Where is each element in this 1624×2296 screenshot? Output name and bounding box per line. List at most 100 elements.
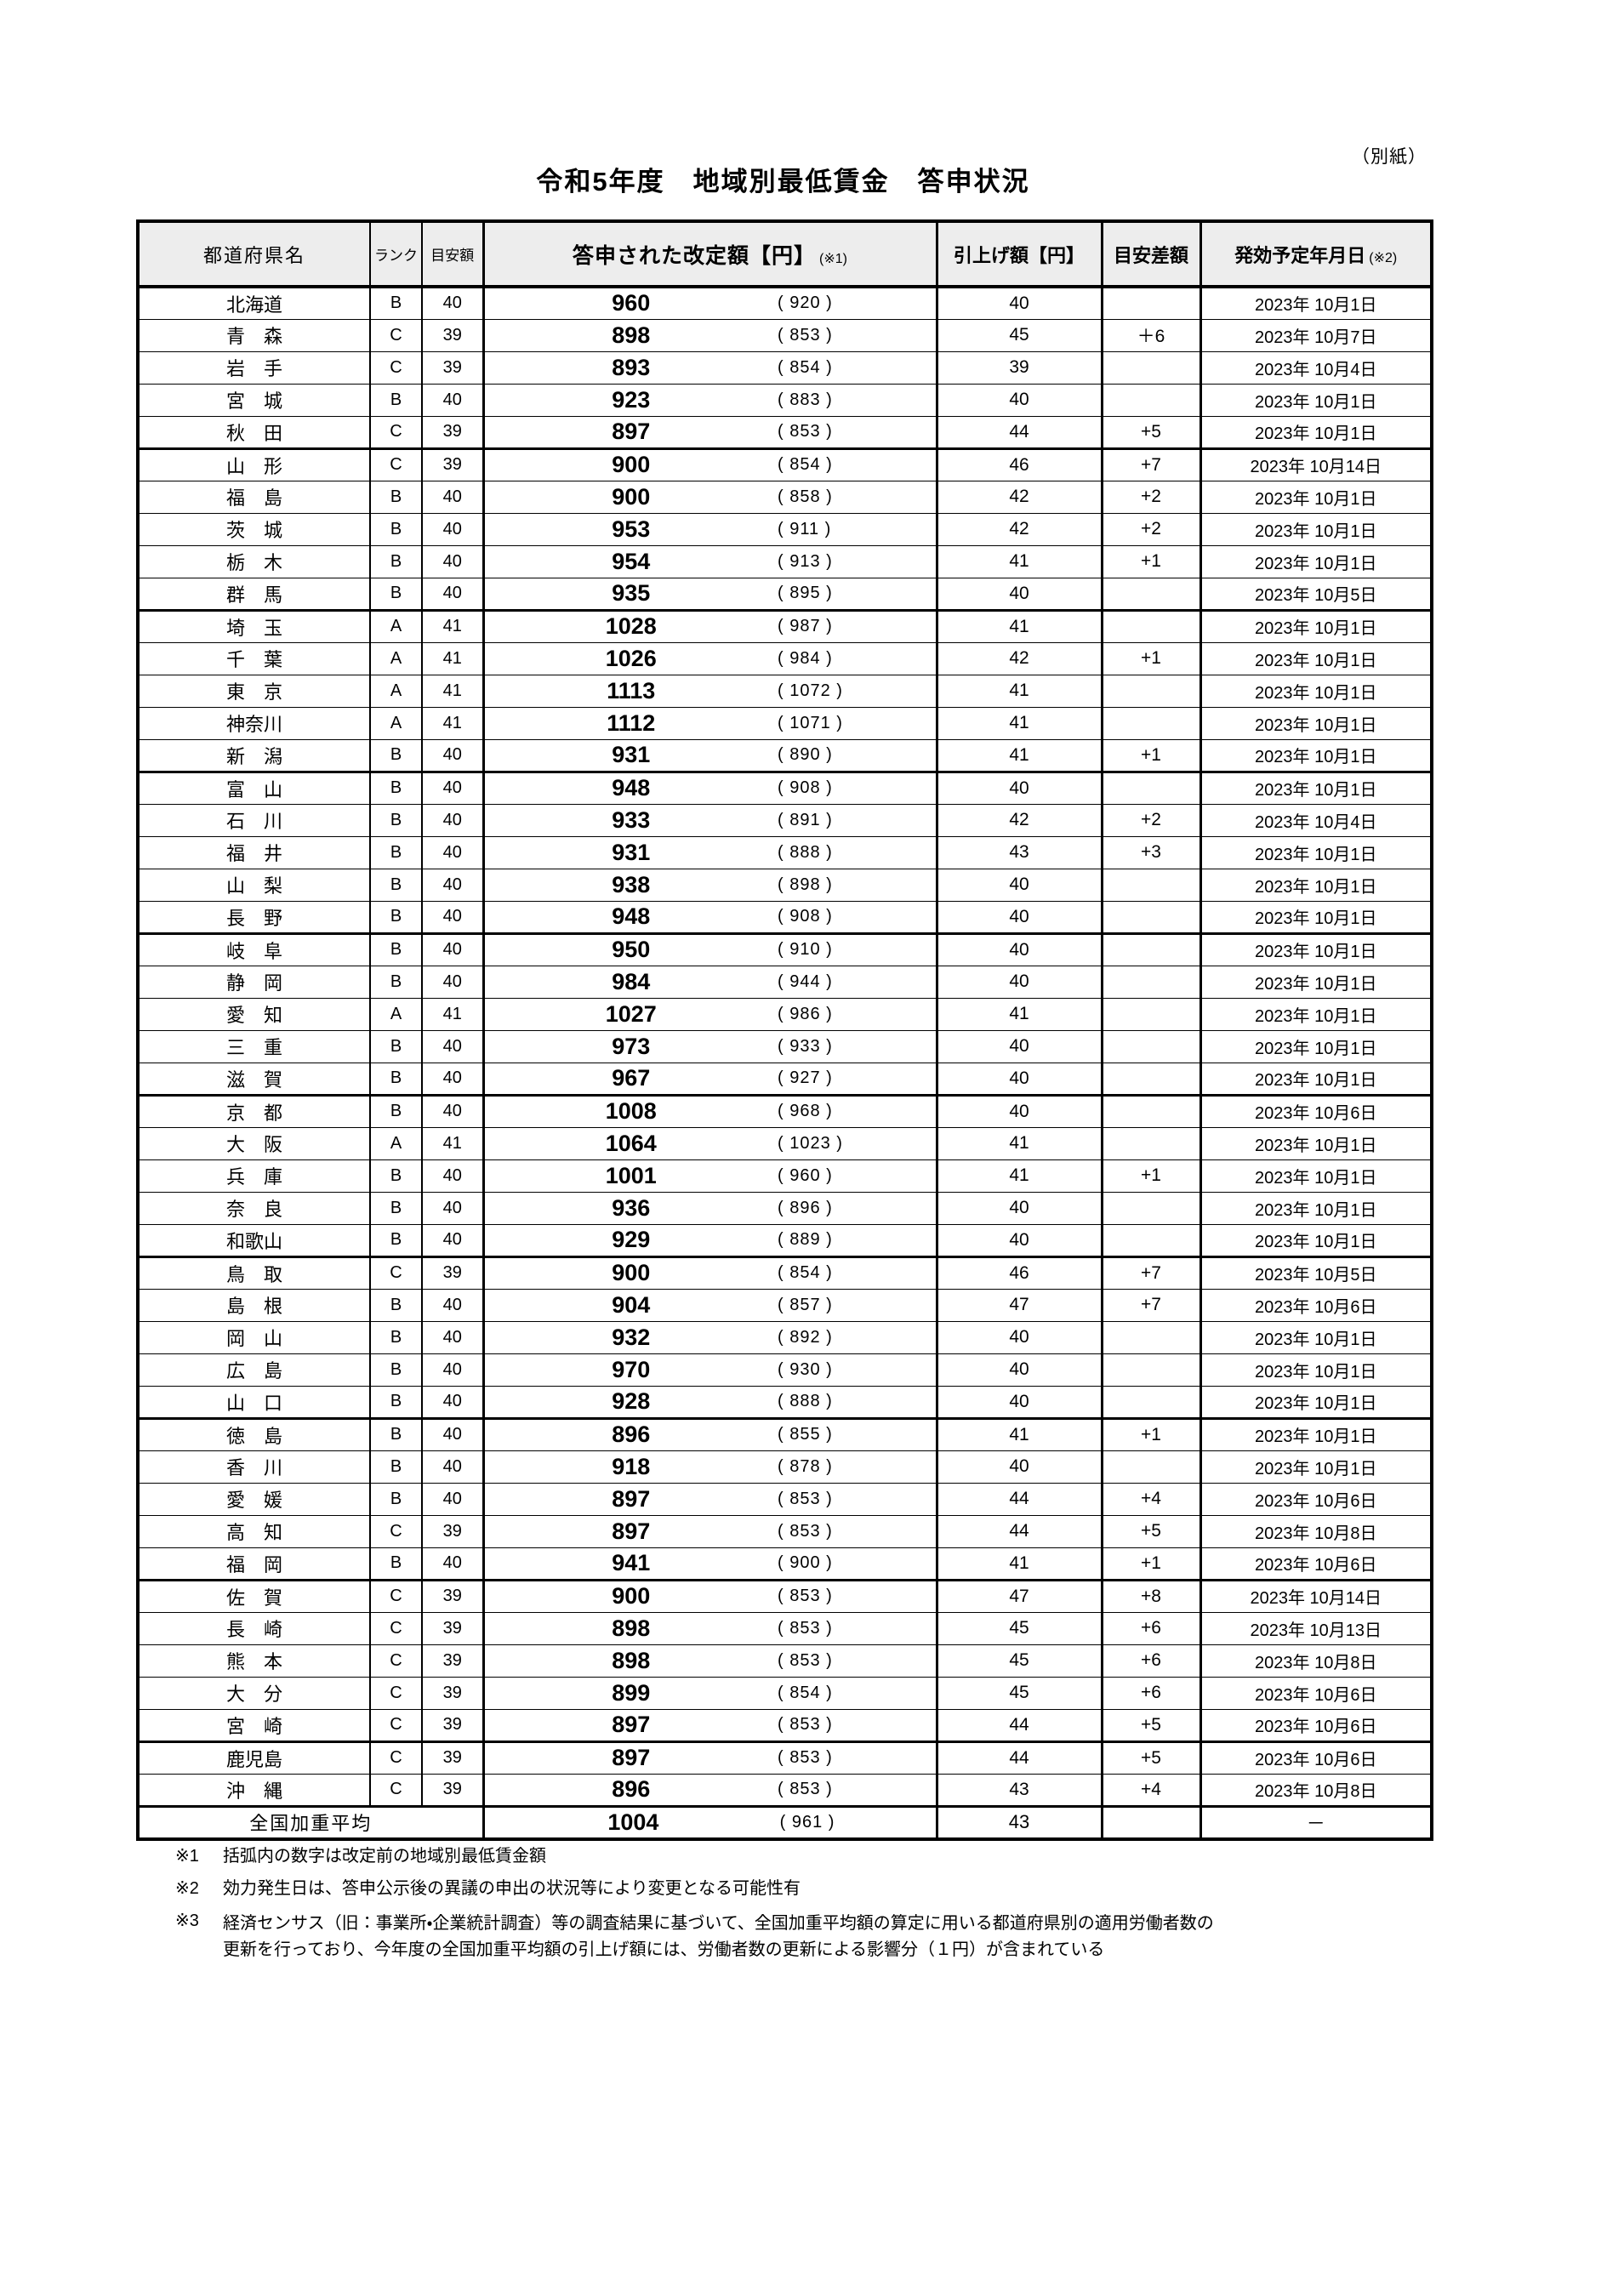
revised-amount: 904 (612, 1291, 651, 1318)
table-row: 新 潟 B 40 931 ( 890 ) 41 +1 2023年 10月1日 (138, 739, 1432, 773)
effective-date-cell: 2023年 10月8日 (1199, 1515, 1432, 1548)
revised-amount: 933 (612, 806, 651, 833)
guideline-amount-cell: 40 (421, 1063, 483, 1097)
revised-amount: 938 (612, 871, 651, 897)
effective-date-cell: 2023年 10月6日 (1199, 1547, 1432, 1581)
revised-amount-cell: 898 ( 853 ) (482, 1612, 937, 1645)
national-average-label: 全国加重平均 (138, 1804, 483, 1839)
previous-amount: ( 920 ) (778, 293, 833, 313)
increase-amount-cell: 44 (935, 416, 1102, 450)
revised-amount-cell: 936 ( 896 ) (482, 1192, 937, 1225)
table-row: 和歌山 B 40 929 ( 889 ) 40 2023年 10月1日 (138, 1224, 1432, 1258)
increase-amount-cell: 40 (935, 1063, 1102, 1097)
guideline-diff-cell: +1 (1100, 739, 1200, 773)
effective-date-cell: 2023年 10月14日 (1199, 1580, 1432, 1613)
table-row: 鳥 取 C 39 900 ( 854 ) 46 +7 2023年 10月5日 (138, 1256, 1432, 1290)
table-row: 福 井 B 40 931 ( 888 ) 43 +3 2023年 10月1日 (138, 836, 1432, 869)
increase-amount-cell: 40 (935, 1192, 1102, 1225)
table-row: 愛 媛 B 40 897 ( 853 ) 44 +4 2023年 10月6日 (138, 1483, 1432, 1516)
prefecture-name-cell: 広 島 (138, 1353, 370, 1387)
prefecture-name-cell: 岐 阜 (138, 933, 370, 966)
previous-amount: ( 853 ) (778, 325, 833, 345)
guideline-amount-cell: 39 (421, 1741, 483, 1775)
guideline-diff-cell (1100, 1127, 1200, 1160)
previous-amount: ( 853 ) (778, 1715, 833, 1734)
revised-amount: 897 (612, 1745, 651, 1770)
previous-amount: ( 1023 ) (778, 1133, 843, 1153)
guideline-amount-cell: 40 (421, 901, 483, 935)
previous-amount: ( 987 ) (778, 617, 833, 635)
guideline-diff-cell (1100, 1063, 1200, 1097)
revised-amount-cell: 970 ( 930 ) (482, 1353, 937, 1387)
revised-amount-cell: 1004 ( 961 ) (482, 1804, 937, 1839)
revised-amount: 898 (612, 1615, 651, 1641)
rank-cell: B (369, 804, 422, 837)
guideline-diff-cell: +4 (1100, 1483, 1200, 1516)
previous-amount: ( 853 ) (778, 1618, 833, 1638)
prefecture-name-cell: 長 野 (138, 901, 370, 935)
effective-date-cell: 2023年 10月6日 (1199, 1095, 1432, 1128)
revised-amount: 970 (612, 1356, 651, 1382)
table-row: 北海道 B 40 960 ( 920 ) 40 2023年 10月1日 (138, 287, 1432, 320)
table-row: 山 梨 B 40 938 ( 898 ) 40 2023年 10月1日 (138, 869, 1432, 902)
prefecture-name-cell: 香 川 (138, 1450, 370, 1484)
footnote-3: ※3 経済センサス（旧：事業所・企業統計調査）等の調査結果に基づいて、全国加重平… (175, 1911, 1430, 1963)
previous-amount: ( 961 ) (779, 1812, 835, 1832)
previous-amount: ( 944 ) (778, 971, 833, 991)
previous-amount: ( 1071 ) (778, 713, 843, 732)
revised-amount-cell: 938 ( 898 ) (482, 869, 937, 902)
table-row: 高 知 C 39 897 ( 853 ) 44 +5 2023年 10月8日 (138, 1515, 1432, 1548)
guideline-amount-cell: 41 (421, 1127, 483, 1160)
revised-amount: 897 (612, 419, 651, 444)
table-row: 長 崎 C 39 898 ( 853 ) 45 +6 2023年 10月13日 (138, 1612, 1432, 1645)
revised-amount: 932 (612, 1324, 651, 1350)
table-row: 三 重 B 40 973 ( 933 ) 40 2023年 10月1日 (138, 1030, 1432, 1063)
revised-amount: 941 (612, 1550, 651, 1575)
previous-amount: ( 854 ) (778, 1683, 833, 1702)
revised-amount: 960 (612, 290, 651, 316)
prefecture-name-cell: 奈 良 (138, 1192, 370, 1225)
guideline-amount-cell: 40 (421, 384, 483, 417)
guideline-amount-cell: 40 (421, 578, 483, 612)
prefecture-name-cell: 石 川 (138, 804, 370, 837)
previous-amount: ( 855 ) (778, 1425, 833, 1444)
guideline-diff-cell: +8 (1100, 1580, 1200, 1613)
rank-cell: A (369, 675, 422, 708)
table-row: 富 山 B 40 948 ( 908 ) 40 2023年 10月1日 (138, 772, 1432, 805)
table-row: 鹿児島 C 39 897 ( 853 ) 44 +5 2023年 10月6日 (138, 1741, 1432, 1775)
rank-cell: A (369, 1127, 422, 1160)
rank-cell: B (369, 933, 422, 966)
revised-amount-cell: 897 ( 853 ) (482, 1515, 937, 1548)
guideline-diff-cell (1100, 287, 1200, 320)
guideline-amount-cell: 39 (421, 1515, 483, 1548)
guideline-amount-cell: 40 (421, 966, 483, 999)
guideline-amount-cell: 40 (421, 1483, 483, 1516)
guideline-amount-cell: 39 (421, 1677, 483, 1710)
guideline-amount-cell: 39 (421, 351, 483, 385)
guideline-diff-cell: +1 (1100, 545, 1200, 578)
prefecture-name-cell: 埼 玉 (138, 610, 370, 643)
increase-amount-cell: 41 (935, 739, 1102, 773)
rank-cell: B (369, 1063, 422, 1097)
rank-cell: C (369, 351, 422, 385)
guideline-diff-cell: +1 (1100, 1418, 1200, 1451)
increase-amount-cell: 42 (935, 481, 1102, 514)
effective-date-cell: 2023年 10月1日 (1199, 1353, 1432, 1387)
increase-amount-cell: 40 (935, 772, 1102, 805)
previous-amount: ( 911 ) (778, 519, 832, 538)
header-diff: 目安差額 (1100, 221, 1200, 288)
revised-amount-cell: 900 ( 854 ) (482, 1256, 937, 1290)
increase-amount-cell: 45 (935, 1644, 1102, 1678)
rank-cell: B (369, 1418, 422, 1451)
previous-amount: ( 910 ) (778, 940, 833, 959)
increase-amount-cell: 47 (935, 1580, 1102, 1613)
revised-amount: 918 (612, 1453, 651, 1479)
revised-amount-cell: 973 ( 933 ) (482, 1030, 937, 1063)
prefecture-name-cell: 滋 賀 (138, 1063, 370, 1097)
increase-amount-cell: 40 (935, 1353, 1102, 1387)
header-revised: 答申された改定額【円】 (※1) (482, 221, 937, 288)
guideline-diff-cell (1100, 772, 1200, 805)
table-row: 山 形 C 39 900 ( 854 ) 46 +7 2023年 10月14日 (138, 448, 1432, 481)
effective-date-cell: 2023年 10月4日 (1199, 351, 1432, 385)
rank-cell: A (369, 998, 422, 1031)
